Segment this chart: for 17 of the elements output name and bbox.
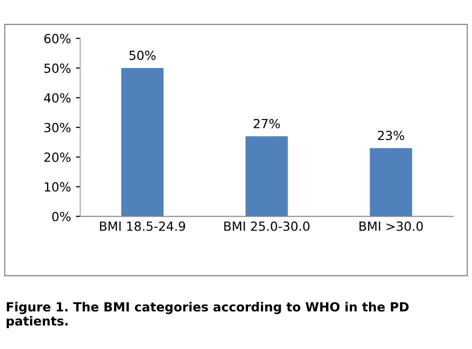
y-tick-label: 0% (52, 212, 71, 222)
x-tick-label: BMI 25.0-30.0 (224, 221, 310, 231)
data-label: 23% (378, 130, 404, 140)
bar (121, 68, 164, 216)
x-tick-label: BMI >30.0 (360, 221, 423, 231)
bar (370, 148, 412, 216)
y-tick-label: 30% (44, 122, 71, 132)
caption: Figure 1. The BMI categories according to WHO in the PD patients. (6, 302, 409, 328)
x-tick-label: BMI 18.5-24.9 (100, 221, 186, 231)
y-tick-label: 60% (44, 34, 71, 44)
data-label: 50% (129, 50, 156, 60)
y-tick-label: 50% (44, 64, 71, 73)
y-tick-label: 10% (44, 182, 71, 192)
y-tick-label: 40% (44, 93, 71, 103)
y-tick-label: 20% (44, 152, 71, 162)
bar (246, 136, 288, 216)
data-label: 27% (254, 118, 280, 128)
